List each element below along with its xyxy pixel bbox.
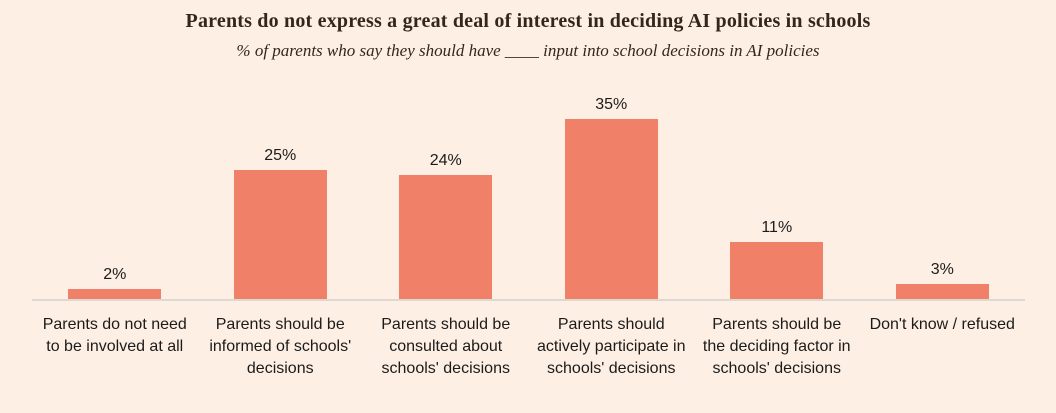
category-label: Parents should be consulted about school… [381,316,511,377]
bar-column: 35% [529,69,695,299]
bar [895,284,989,299]
x-axis-line [32,299,1025,301]
bar-value-label: 2% [103,266,127,283]
bar-column: 2% [32,69,198,299]
category-label: Parents should actively participate in s… [536,316,686,377]
category-label: Parents should be informed of schools' d… [209,316,352,377]
category-label: Don't know / refused [869,316,1015,333]
bar-value-label: 11% [761,219,793,236]
bar-value-label: 25% [264,147,297,164]
bar-value-label: 24% [429,152,462,169]
bar-value-label: 35% [595,96,628,113]
bar-value-label: 3% [930,261,954,278]
bar [730,242,824,299]
bar-column: 3% [860,69,1026,299]
chart-title: Parents do not express a great deal of i… [185,10,871,32]
bar [564,119,658,299]
bar [233,170,327,299]
bar-column: 24% [363,69,529,299]
category-label: Parents should be the deciding factor in… [702,316,851,377]
plot-area: 2% 25% 24% 35% 11% 3% [32,69,1025,299]
bar-column: 25% [198,69,364,299]
category-axis: Parents do not need to be involved at al… [32,301,1025,380]
category-label: Parents do not need to be involved at al… [42,316,187,355]
bar-column: 11% [694,69,860,299]
bar [68,289,162,299]
bar [399,175,493,299]
chart-subtitle: % of parents who say they should have __… [236,41,820,60]
